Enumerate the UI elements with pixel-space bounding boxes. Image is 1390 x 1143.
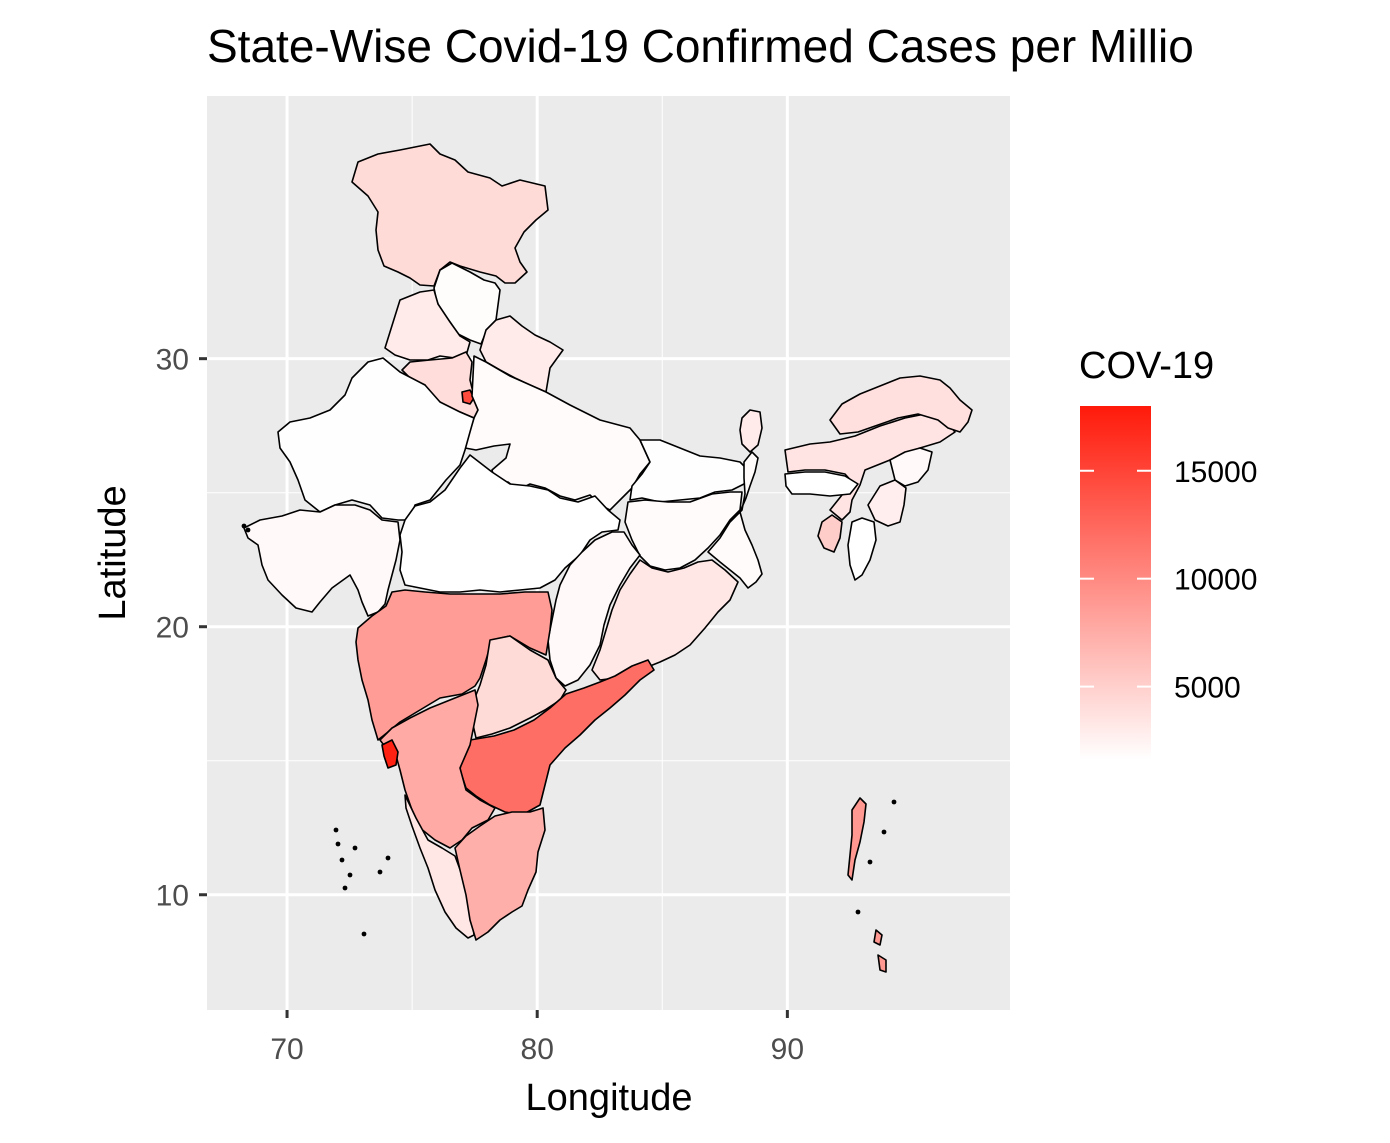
state-uttar-pradesh — [464, 355, 651, 511]
island-speck — [855, 909, 861, 915]
state-assam — [784, 413, 956, 521]
x-tick-label: 90 — [771, 1033, 804, 1066]
x-tick-label: 80 — [521, 1033, 554, 1066]
state-rajasthan — [277, 357, 475, 521]
legend-label: 15000 — [1174, 456, 1257, 489]
y-tick-label: 20 — [156, 612, 189, 645]
state-meghalaya — [784, 471, 859, 497]
island-speck — [881, 829, 887, 835]
state-odisha — [591, 559, 739, 681]
island-regions — [241, 523, 897, 937]
island-speck — [347, 872, 353, 878]
legend-label: 5000 — [1174, 672, 1241, 705]
island-speck — [241, 523, 247, 529]
y-axis-title: Latitude — [92, 485, 134, 620]
island-speck — [342, 885, 348, 891]
state-tamil-nadu — [454, 807, 546, 941]
state-andaman-nicobar — [847, 797, 887, 973]
legend-colorbar — [1080, 406, 1151, 760]
state-mizoram — [847, 517, 877, 581]
island-speck — [352, 845, 358, 851]
state-gujarat — [243, 504, 401, 617]
state-west-bengal — [707, 451, 763, 589]
state-delhi — [461, 389, 475, 405]
island-speck — [891, 799, 897, 805]
x-tick-label: 70 — [270, 1033, 303, 1066]
state-bihar — [629, 439, 749, 503]
island-speck — [333, 827, 339, 833]
island-speck — [377, 869, 383, 875]
island-speck — [361, 931, 367, 937]
island-speck — [867, 859, 873, 865]
y-tick-label: 10 — [156, 880, 189, 913]
state-jammu-kashmir — [351, 143, 549, 287]
x-axis-title: Longitude — [526, 1077, 693, 1119]
legend-title: COV-19 — [1079, 345, 1214, 387]
island-speck — [339, 857, 345, 863]
state-kerala — [404, 794, 475, 939]
y-axis-ticks: 10 20 30 — [156, 344, 207, 913]
legend-label: 10000 — [1174, 564, 1257, 597]
state-regions — [243, 143, 973, 973]
state-tripura — [817, 514, 843, 553]
state-goa — [381, 739, 399, 769]
state-sikkim — [739, 409, 763, 453]
x-axis-ticks: 70 80 90 — [270, 1010, 804, 1066]
state-madhya-pradesh — [399, 454, 621, 593]
chart-title: State-Wise Covid-19 Confirmed Cases per … — [207, 20, 1194, 72]
island-speck — [335, 841, 341, 847]
state-karnataka — [379, 689, 496, 849]
state-manipur — [867, 479, 907, 527]
island-speck — [385, 855, 391, 861]
state-arunachal-pradesh — [829, 375, 973, 435]
island-speck — [245, 527, 251, 533]
y-tick-label: 30 — [156, 344, 189, 377]
legend-ticks: 15000 10000 5000 — [1080, 456, 1257, 705]
